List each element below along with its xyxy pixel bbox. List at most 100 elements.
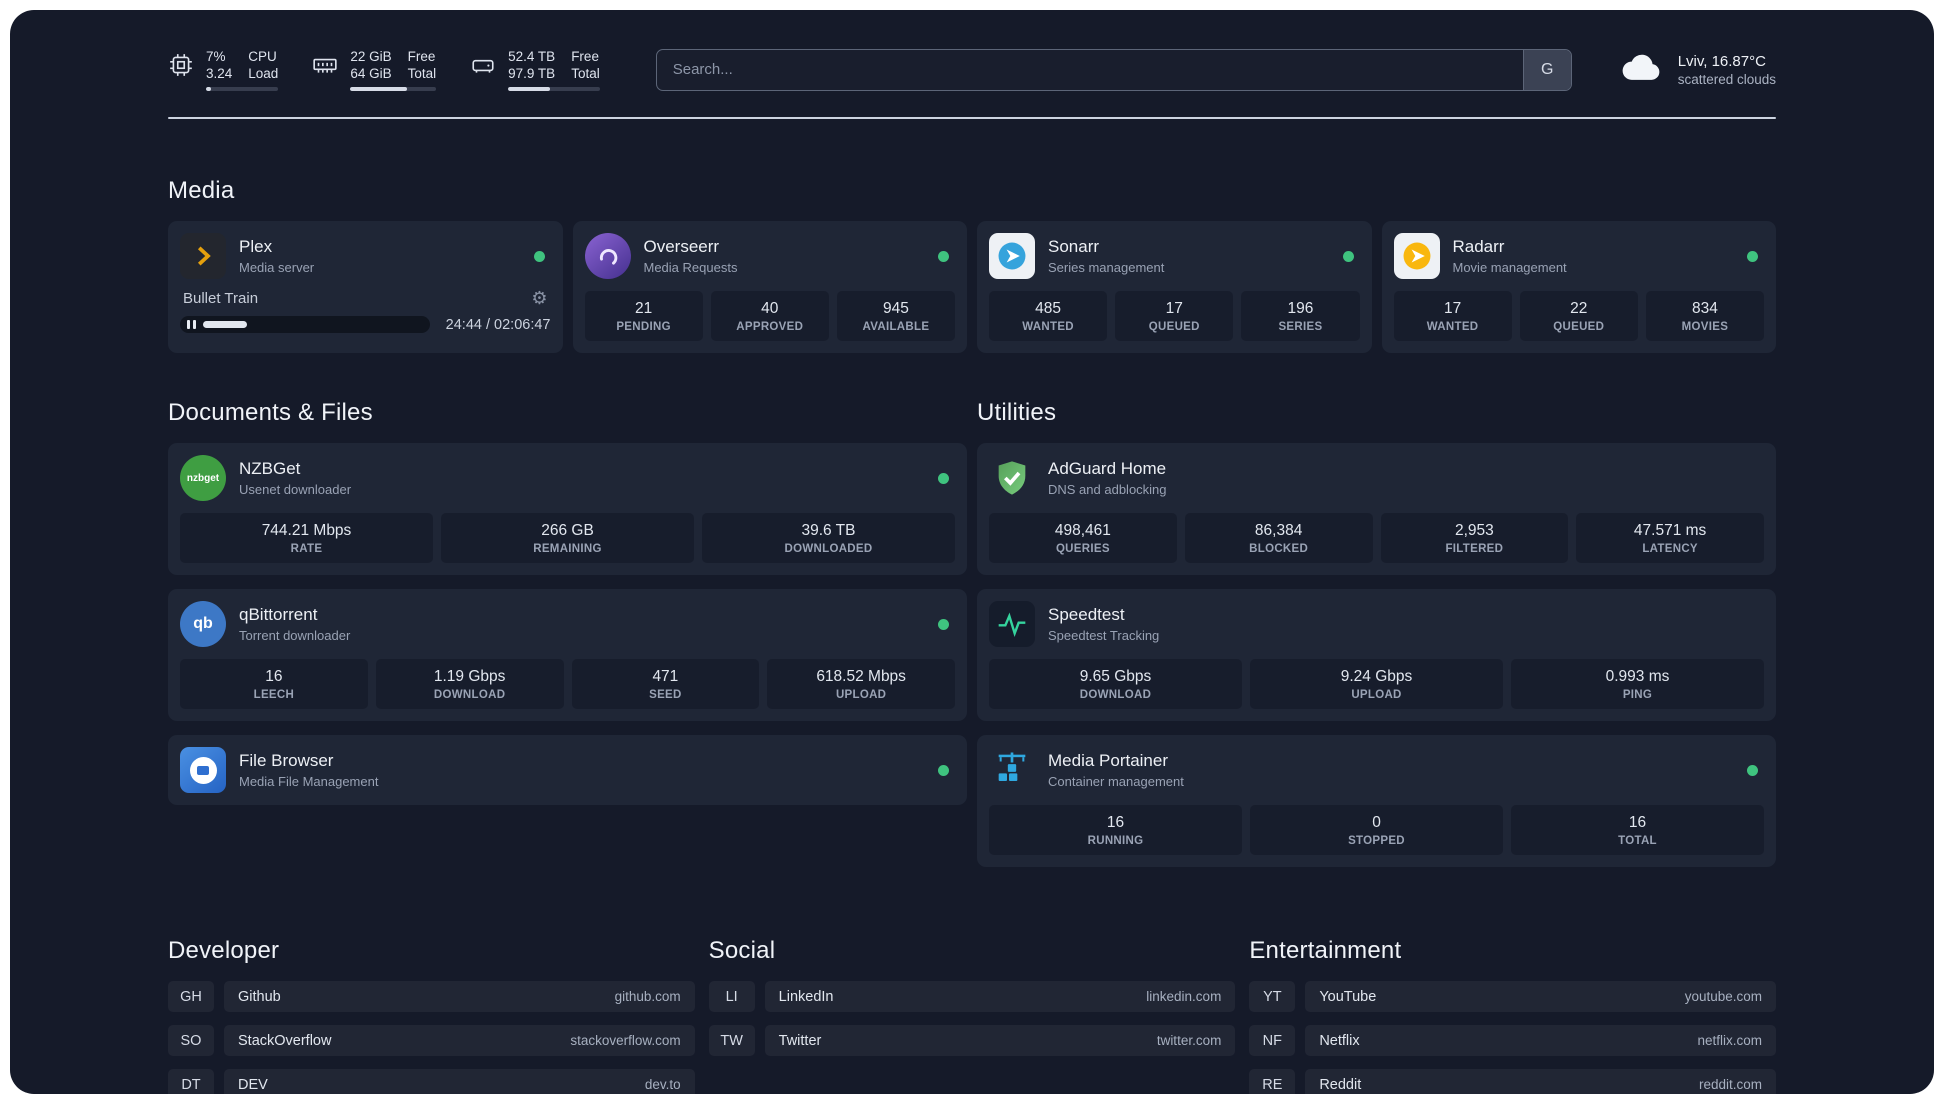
- service-name: Overseerr: [643, 237, 720, 256]
- service-card-nzbget[interactable]: nzbget NZBGet Usenet downloader 744.21 M…: [168, 443, 967, 575]
- stat-label: FILTERED: [1445, 543, 1504, 555]
- disk-free-value: 52.4 TB: [508, 49, 556, 64]
- stat-value: 86,384: [1254, 522, 1303, 539]
- bookmark-linkedin[interactable]: LI LinkedIn linkedin.com: [708, 981, 1236, 1012]
- bookmark-github[interactable]: GH Github github.com: [168, 981, 695, 1012]
- bookmark-youtube[interactable]: YT YouTube youtube.com: [1249, 981, 1776, 1012]
- stat-value: 471: [652, 668, 679, 685]
- service-card-portainer[interactable]: Media Portainer Container management 16 …: [977, 735, 1776, 867]
- stat-label: PENDING: [616, 321, 671, 333]
- plex-icon: [180, 233, 226, 279]
- stat-label: MOVIES: [1681, 321, 1729, 333]
- service-description: Usenet downloader: [239, 482, 352, 497]
- service-card-qbittorrent[interactable]: qb qBittorrent Torrent downloader 16 LEE…: [168, 589, 967, 721]
- service-description: Series management: [1048, 260, 1165, 275]
- speedtest-icon: [989, 601, 1035, 647]
- bookmark-abbr: DT: [168, 1069, 214, 1094]
- sonarr-icon: [989, 233, 1035, 279]
- bookmark-reddit[interactable]: RE Reddit reddit.com: [1249, 1069, 1776, 1094]
- cpu-load-value: 3.24: [206, 66, 233, 81]
- stat-tile: 16 TOTAL: [1511, 805, 1764, 855]
- bookmark-group-social: Social LI LinkedIn linkedin.com TW Twitt…: [708, 937, 1236, 1094]
- playback-progress-bar[interactable]: [180, 316, 430, 333]
- service-description: Torrent downloader: [239, 628, 351, 643]
- resource-cpu: 7% 3.24 CPU Load: [168, 48, 279, 91]
- stat-label: RUNNING: [1087, 835, 1144, 847]
- stat-label: TOTAL: [1618, 835, 1657, 847]
- playback-progress-fill: [203, 321, 247, 328]
- stat-tile: 196 SERIES: [1241, 291, 1360, 341]
- system-resources: 7% 3.24 CPU Load: [168, 48, 600, 91]
- service-description: DNS and adblocking: [1048, 482, 1167, 497]
- service-card-plex[interactable]: Plex Media server Bullet Train ⚙: [168, 221, 563, 353]
- stat-tile: 498,461 QUERIES: [989, 513, 1177, 563]
- status-dot: [938, 250, 949, 262]
- search-input[interactable]: [656, 49, 1523, 90]
- memory-free-value: 22 GiB: [350, 49, 392, 64]
- qbittorrent-icon: qb: [180, 601, 226, 647]
- section-title-developer: Developer: [168, 937, 280, 964]
- service-description: Movie management: [1452, 260, 1567, 275]
- bookmark-domain: linkedin.com: [1146, 989, 1222, 1004]
- status-dot: [1342, 250, 1354, 262]
- stat-label: UPLOAD: [1351, 689, 1402, 701]
- stat-label: SERIES: [1278, 321, 1323, 333]
- bookmark-abbr: GH: [168, 981, 214, 1012]
- service-card-overseerr[interactable]: Overseerr Media Requests 21 PENDING 40 A…: [572, 221, 967, 353]
- stat-label: STOPPED: [1348, 835, 1405, 847]
- stat-value: 47.571 ms: [1633, 522, 1707, 539]
- stat-value: 9.65 Gbps: [1079, 668, 1152, 685]
- weather-condition: scattered clouds: [1677, 71, 1776, 87]
- memory-progress-fill: [350, 87, 407, 91]
- bookmark-domain: dev.to: [644, 1077, 681, 1092]
- stat-value: 0.993 ms: [1605, 668, 1670, 685]
- search-provider-button[interactable]: G: [1522, 49, 1571, 90]
- stat-tile: 22 QUEUED: [1519, 291, 1638, 341]
- stat-tile: 266 GB REMAINING: [441, 513, 694, 563]
- bookmark-abbr: LI: [708, 981, 755, 1012]
- stat-value: 0: [1372, 814, 1381, 831]
- memory-progress-track: [350, 87, 437, 91]
- service-name: AdGuard Home: [1048, 459, 1167, 478]
- stat-tile: 21 PENDING: [584, 291, 703, 341]
- bookmark-group-developer: Developer GH Github github.com SO StackO…: [168, 937, 695, 1094]
- stat-value: 16: [265, 668, 283, 685]
- gear-icon[interactable]: ⚙: [531, 288, 548, 308]
- cpu-usage-label: CPU: [248, 49, 277, 64]
- stat-tile: 40 APPROVED: [710, 291, 829, 341]
- section-title-social: Social: [708, 937, 776, 964]
- service-name: qBittorrent: [239, 605, 318, 624]
- service-card-filebrowser[interactable]: File Browser Media File Management: [168, 735, 967, 805]
- service-description: Media server: [239, 260, 315, 275]
- disk-total-label: Total: [571, 66, 600, 81]
- service-description: Container management: [1048, 774, 1184, 789]
- status-dot: [533, 250, 545, 262]
- bookmark-twitter[interactable]: TW Twitter twitter.com: [708, 1025, 1236, 1056]
- disk-progress-track: [508, 87, 600, 91]
- bookmark-name: DEV: [238, 1076, 268, 1093]
- bookmark-group-entertainment: Entertainment YT YouTube youtube.com NF …: [1249, 937, 1776, 1094]
- stat-tile: 1.19 Gbps DOWNLOAD: [375, 659, 564, 709]
- stat-label: REMAINING: [533, 543, 602, 555]
- disk-icon: [470, 52, 496, 83]
- bookmark-netflix[interactable]: NF Netflix netflix.com: [1249, 1025, 1776, 1056]
- stat-value: 16: [1106, 814, 1125, 831]
- weather-widget: Lviv, 16.87°C scattered clouds: [1620, 50, 1776, 89]
- search-bar: G: [655, 48, 1572, 91]
- stat-value: 618.52 Mbps: [816, 668, 906, 685]
- stat-label: UPLOAD: [835, 689, 887, 701]
- bookmark-stackoverflow[interactable]: SO StackOverflow stackoverflow.com: [168, 1025, 695, 1056]
- bookmark-domain: twitter.com: [1156, 1033, 1222, 1048]
- bookmark-dev[interactable]: DT DEV dev.to: [168, 1069, 695, 1094]
- service-card-radarr[interactable]: Radarr Movie management 17 WANTED 22 QUE…: [1381, 221, 1776, 353]
- service-card-sonarr[interactable]: Sonarr Series management 485 WANTED 17 Q…: [977, 221, 1372, 353]
- stat-tile: 834 MOVIES: [1645, 291, 1765, 341]
- resource-disk: 52.4 TB 97.9 TB Free Total: [470, 48, 600, 91]
- stat-tile: 9.24 Gbps UPLOAD: [1250, 659, 1503, 709]
- service-name: Plex: [239, 237, 273, 256]
- service-description: Media File Management: [239, 774, 379, 789]
- pause-icon[interactable]: [187, 320, 196, 329]
- service-card-adguard[interactable]: AdGuard Home DNS and adblocking 498,461 …: [977, 443, 1776, 575]
- service-card-speedtest[interactable]: Speedtest Speedtest Tracking 9.65 Gbps D…: [977, 589, 1776, 721]
- disk-progress-fill: [508, 87, 551, 91]
